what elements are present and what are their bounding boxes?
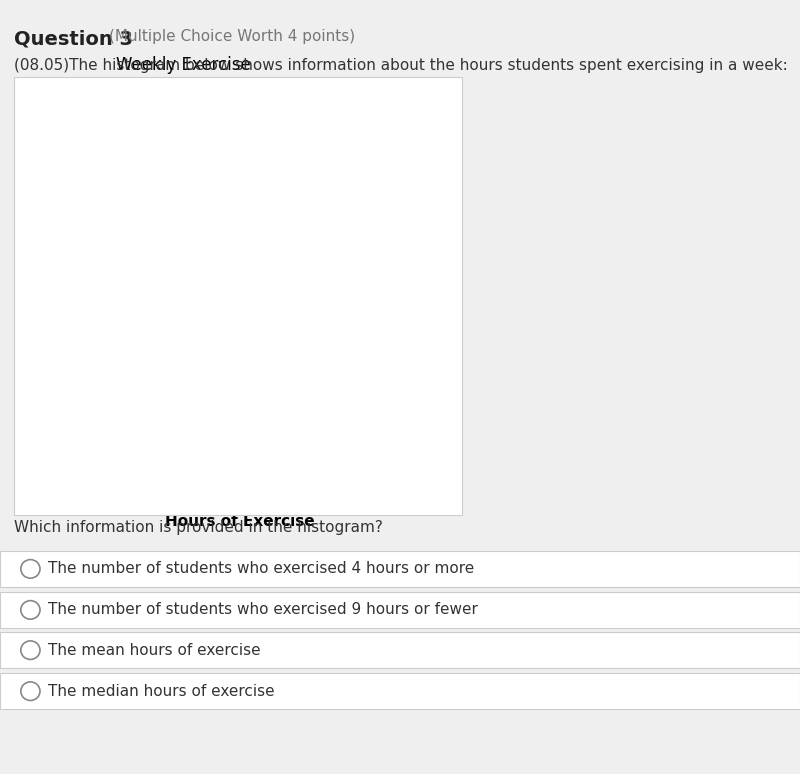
Text: The number of students who exercised 9 hours or fewer: The number of students who exercised 9 h…	[48, 602, 478, 618]
Text: The median hours of exercise: The median hours of exercise	[48, 683, 274, 699]
Text: Which information is provided in the histogram?: Which information is provided in the his…	[14, 520, 383, 535]
Text: The mean hours of exercise: The mean hours of exercise	[48, 642, 261, 658]
Text: 0: 0	[63, 477, 72, 491]
Bar	[170, 171, 258, 474]
Text: Weekly Exercise: Weekly Exercise	[116, 56, 250, 74]
X-axis label: Hours of Exercise: Hours of Exercise	[165, 514, 315, 529]
Text: Question 3: Question 3	[14, 29, 134, 49]
Text: The number of students who exercised 4 hours or more: The number of students who exercised 4 h…	[48, 561, 474, 577]
Text: (Multiple Choice Worth 4 points): (Multiple Choice Worth 4 points)	[109, 29, 355, 44]
Bar	[258, 306, 346, 474]
Bar	[81, 339, 170, 474]
Bar	[81, 137, 346, 474]
Text: (08.05)The histogram below shows information about the hours students spent exer: (08.05)The histogram below shows informa…	[14, 58, 788, 73]
Y-axis label: Students: Students	[26, 256, 41, 324]
